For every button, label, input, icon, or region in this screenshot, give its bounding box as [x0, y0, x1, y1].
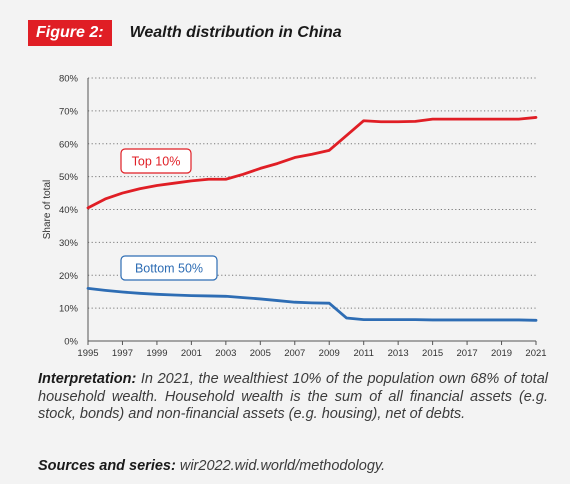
figure-title: Wealth distribution in China: [129, 24, 342, 41]
x-tick-label: 2015: [422, 348, 443, 359]
y-tick-label: 10%: [59, 304, 79, 315]
interpretation-text: In 2021, the wealthiest 10% of the popul…: [38, 371, 548, 422]
y-tick-label: 80%: [59, 74, 79, 85]
x-tick-label: 2005: [250, 348, 271, 359]
series-label: Top 10%: [120, 148, 192, 174]
y-tick-label: 70%: [59, 106, 79, 117]
y-tick-label: 0%: [64, 337, 78, 348]
x-tick-label: 1999: [146, 348, 167, 359]
sources-caption: Sources and series: wir2022.wid.world/me…: [38, 458, 385, 474]
figure-badge: Figure 2:: [28, 20, 112, 46]
y-tick-label: 30%: [59, 238, 79, 249]
series-label-text: Top 10%: [132, 155, 181, 169]
x-tick-label: 2009: [319, 348, 340, 359]
x-tick-label: 2003: [215, 348, 236, 359]
x-tick-label: 1995: [77, 348, 98, 359]
series-label: Bottom 50%: [120, 255, 218, 281]
x-tick-label: 2001: [181, 348, 202, 359]
x-tick-label: 1997: [112, 348, 133, 359]
x-tick-label: 2011: [353, 348, 373, 359]
series-line: [86, 116, 538, 210]
sources-text: wir2022.wid.world/methodology.: [175, 458, 386, 474]
series-label-box: [120, 148, 192, 174]
series-line: [86, 286, 538, 322]
x-tick-label: 2007: [284, 348, 305, 359]
y-tick-label: 40%: [59, 205, 79, 216]
y-tick-label: 60%: [59, 139, 79, 150]
figure-header: Figure 2: Wealth distribution in China: [28, 20, 342, 46]
x-tick-label: 2017: [457, 348, 478, 359]
x-tick-label: 2019: [491, 348, 512, 359]
interpretation-caption: Interpretation: In 2021, the wealthiest …: [38, 371, 548, 424]
line-chart: 0% 10% 20% 30% 40% 50% 60% 70% 80% 1995 1997 1999 20…: [42, 74, 547, 360]
sources-label: Sources and series:: [38, 458, 176, 474]
interpretation-label: Interpretation:: [38, 371, 137, 387]
y-axis-label: Share of total: [42, 180, 53, 239]
y-tick-label: 50%: [59, 172, 79, 183]
series-label-text: Bottom 50%: [135, 262, 203, 276]
x-tick-label: 2013: [388, 348, 409, 359]
series-label-box: [120, 255, 218, 281]
y-tick-label: 20%: [59, 271, 79, 282]
x-tick-label: 2021: [525, 348, 546, 359]
